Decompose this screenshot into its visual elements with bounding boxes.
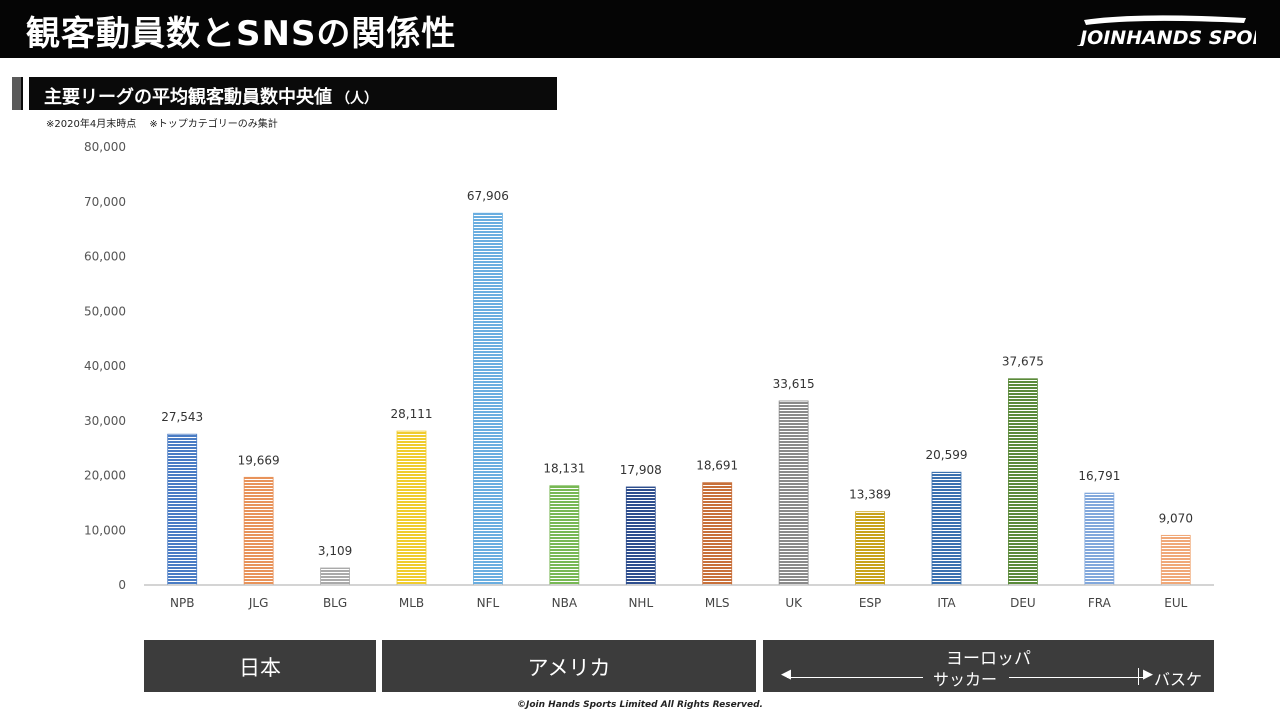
data-label: 37,675 — [1002, 355, 1044, 369]
data-label: 13,389 — [849, 488, 891, 502]
arrow-right-icon: ▶ — [1143, 667, 1153, 682]
bar-deu — [1008, 378, 1038, 586]
bar-jlg — [243, 476, 274, 586]
x-tick-label: EUL — [1164, 596, 1187, 610]
divider-line — [1138, 668, 1139, 685]
subtitle-accent — [12, 77, 21, 110]
soccer-arrow-right-line — [1009, 677, 1145, 678]
bar-ita — [931, 471, 962, 586]
chart-subtitle-bar — [12, 77, 557, 110]
data-label: 16,791 — [1078, 469, 1120, 483]
x-tick-label: ESP — [859, 596, 881, 610]
bar-mlb — [396, 430, 427, 586]
x-tick-label: NHL — [628, 596, 653, 610]
region-europe: ヨーロッパ ◀ サッカー ▶ バスケ — [763, 640, 1214, 692]
arrow-left-icon: ◀ — [781, 667, 791, 682]
x-tick-label: JLG — [248, 596, 269, 610]
y-tick-label: 10,000 — [84, 523, 126, 537]
data-label: 28,111 — [391, 407, 433, 421]
data-label: 9,070 — [1159, 511, 1193, 525]
soccer-range: ◀ サッカー ▶ — [781, 666, 1153, 689]
bar-eul — [1160, 534, 1191, 586]
bar-chart: 0 10,000 20,000 30,000 40,000 50,000 60,000 70,… — [84, 140, 1214, 610]
y-tick-label: 80,000 — [84, 140, 126, 154]
region-america-label: アメリカ — [527, 656, 611, 680]
bar-fra — [1084, 492, 1115, 586]
x-tick-label: NBA — [552, 596, 578, 610]
chart-subtitle-text: 主要リーグの平均観客動員数中央値 — [44, 87, 332, 108]
data-label: 67,906 — [467, 189, 509, 203]
region-america: アメリカ — [382, 640, 756, 692]
data-label: 18,691 — [696, 459, 738, 473]
bar-uk — [778, 400, 809, 586]
data-label: 3,109 — [318, 544, 352, 558]
data-label: 19,669 — [238, 453, 280, 467]
y-tick-label: 60,000 — [84, 250, 126, 264]
soccer-arrow-left-line — [787, 677, 923, 678]
copyright-footer: ©Join Hands Sports Limited All Rights Re… — [517, 700, 763, 710]
x-tick-label: BLG — [323, 596, 347, 610]
x-tick-label: UK — [785, 596, 803, 610]
page-title: 観客動員数とSNSの関係性 — [26, 14, 457, 54]
x-tick-label: MLS — [705, 596, 730, 610]
basketball-label: バスケ — [1154, 670, 1203, 689]
data-label: 20,599 — [926, 448, 968, 462]
chart-unit: （人） — [336, 91, 378, 107]
data-label: 33,615 — [773, 377, 815, 391]
region-japan: 日本 — [144, 640, 376, 692]
bar-blg — [320, 567, 350, 586]
subtitle-accent-gap — [23, 77, 29, 110]
data-label: 17,908 — [620, 463, 662, 477]
x-tick-label: NFL — [477, 596, 500, 610]
soccer-label: サッカー — [933, 670, 998, 689]
data-label: 18,131 — [543, 462, 585, 476]
x-tick-label: ITA — [937, 596, 956, 610]
y-tick-label: 30,000 — [84, 414, 126, 428]
x-tick-label: MLB — [399, 596, 424, 610]
title-bar: 観客動員数とSNSの関係性 JOINHANDS SPORTS — [0, 0, 1280, 58]
bar-nba — [549, 485, 580, 586]
y-tick-label: 70,000 — [84, 195, 126, 209]
chart-note: ※2020年4月末時点 ※トップカテゴリーのみ集計 — [46, 119, 278, 130]
bar-nhl — [625, 486, 656, 586]
y-tick-label: 50,000 — [84, 304, 126, 318]
x-tick-label: DEU — [1010, 596, 1036, 610]
x-tick-label: NPB — [170, 596, 194, 610]
logo-text: JOINHANDS SPORTS — [1076, 27, 1256, 46]
region-europe-label: ヨーロッパ — [946, 649, 1031, 669]
bar-nfl — [473, 212, 503, 586]
bar-npb — [167, 433, 198, 586]
chart-subtitle: 主要リーグの平均観客動員数中央値 （人） — [44, 83, 378, 109]
bar-mls — [702, 482, 733, 586]
y-tick-label: 0 — [118, 578, 126, 592]
europe-subgroups: ◀ サッカー ▶ バスケ — [763, 666, 1214, 689]
bar-esp — [855, 511, 885, 586]
x-tick-label: FRA — [1088, 596, 1112, 610]
y-tick-label: 40,000 — [84, 359, 126, 373]
y-tick-label: 20,000 — [84, 469, 126, 483]
data-label: 27,543 — [161, 410, 203, 424]
region-japan-label: 日本 — [239, 656, 281, 680]
joinhands-sports-logo: JOINHANDS SPORTS — [1076, 15, 1256, 46]
